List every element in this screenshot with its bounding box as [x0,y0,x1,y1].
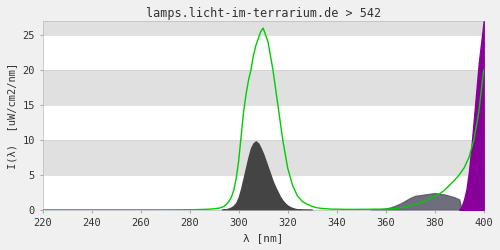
Bar [42,140,484,175]
Y-axis label: I(λ)  [uW/cm2/nm]: I(λ) [uW/cm2/nm] [7,62,17,168]
Bar [42,70,484,105]
Bar [42,21,484,35]
Title: lamps.licht-im-terrarium.de > 542: lamps.licht-im-terrarium.de > 542 [146,7,380,20]
X-axis label: λ [nm]: λ [nm] [243,233,284,243]
